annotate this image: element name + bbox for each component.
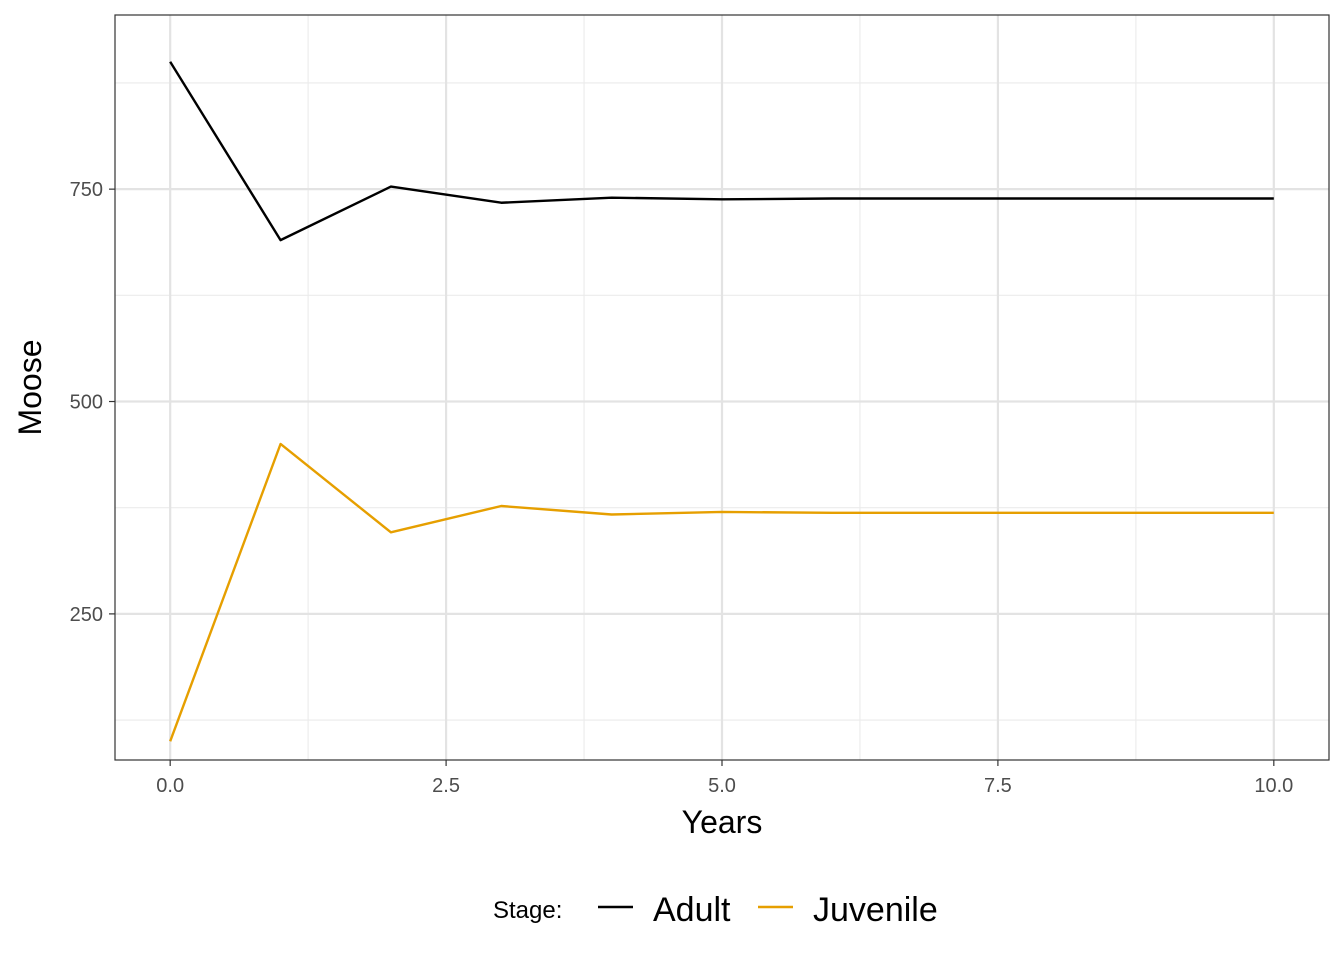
x-tick-label: 10.0 — [1254, 775, 1293, 797]
series-lines — [169, 61, 1274, 742]
series-line-adult — [169, 61, 1274, 242]
legend-label-adult: Adult — [653, 891, 731, 929]
x-tick-label: 2.5 — [432, 775, 460, 797]
x-tick-label: 7.5 — [984, 775, 1012, 797]
series-line-juvenile — [169, 442, 1274, 742]
legend-label-juvenile: Juvenile — [813, 891, 938, 929]
x-tick-label: 5.0 — [708, 775, 736, 797]
y-tick-label: 250 — [70, 604, 103, 626]
y-axis: 250 500 750 — [70, 179, 115, 626]
legend: Stage: Adult Juvenile — [493, 891, 938, 929]
y-axis-title: Moose — [12, 339, 48, 435]
y-tick-label: 750 — [70, 179, 103, 201]
major-gridlines — [115, 15, 1329, 760]
x-tick-label: 0.0 — [156, 775, 184, 797]
legend-title: Stage: — [493, 897, 562, 924]
x-axis: 0.0 2.5 5.0 7.5 10.0 — [156, 760, 1293, 797]
x-axis-title: Years — [682, 804, 763, 840]
y-tick-label: 500 — [70, 392, 103, 414]
